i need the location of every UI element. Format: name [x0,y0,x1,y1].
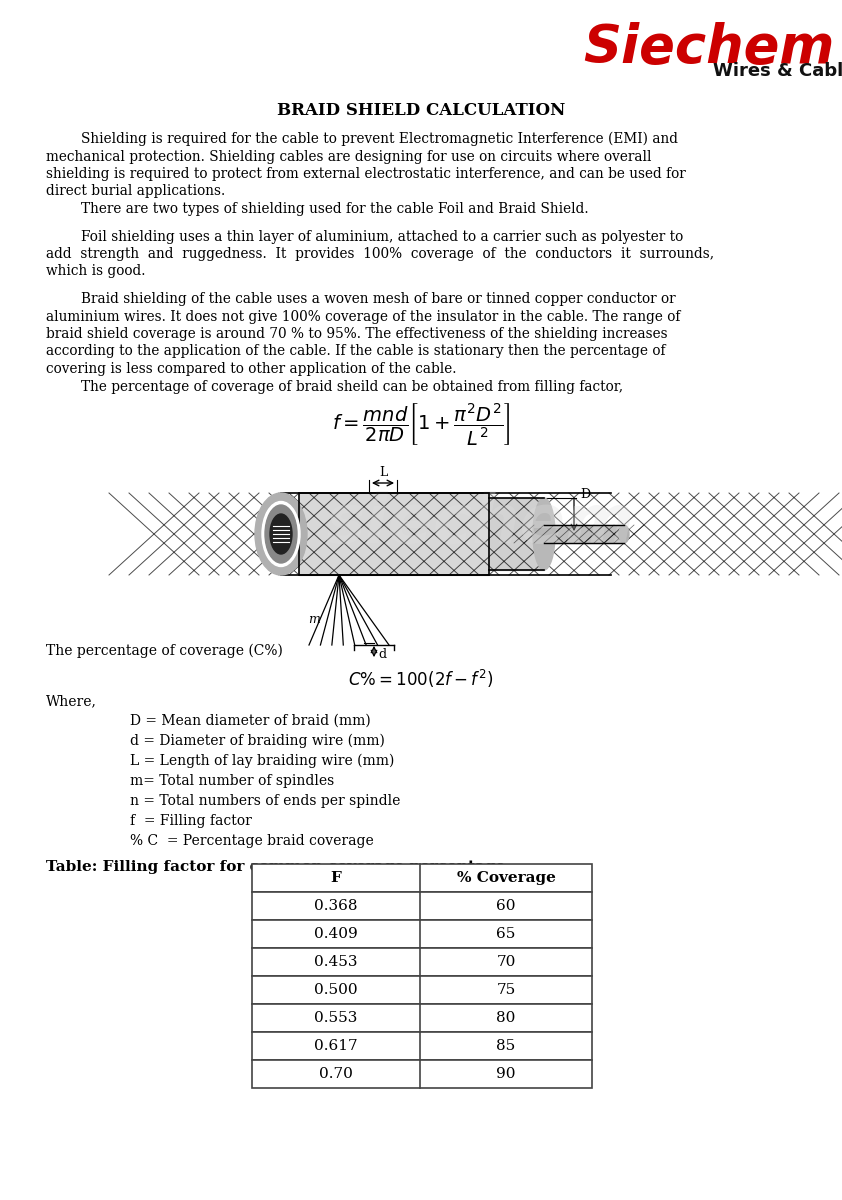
Ellipse shape [533,498,555,570]
Text: f  = Filling factor: f = Filling factor [130,814,252,828]
Text: Where,: Where, [46,694,97,708]
Text: The percentage of coverage (C%): The percentage of coverage (C%) [46,644,283,659]
Text: 90: 90 [496,1067,516,1081]
Bar [252,1004,592,1032]
Text: d = Diameter of braiding wire (mm): d = Diameter of braiding wire (mm) [130,734,385,749]
Text: 0.617: 0.617 [314,1039,358,1054]
Text: % C  = Percentage braid coverage: % C = Percentage braid coverage [130,834,374,848]
Text: L = Length of lay braiding wire (mm): L = Length of lay braiding wire (mm) [130,754,394,768]
Text: 75: 75 [497,983,515,997]
Bar [252,892,592,920]
Text: F: F [331,871,342,886]
Text: Siechem: Siechem [584,22,835,74]
Bar [252,920,592,948]
Text: d: d [378,648,386,661]
Text: covering is less compared to other application of the cable.: covering is less compared to other appli… [46,362,456,376]
Text: aluminium wires. It does not give 100% coverage of the insulator in the cable. T: aluminium wires. It does not give 100% c… [46,310,680,324]
Text: Braid shielding of the cable uses a woven mesh of bare or tinned copper conducto: Braid shielding of the cable uses a wove… [46,292,675,306]
Text: Table: Filling factor for common coverage percentage: Table: Filling factor for common coverag… [46,860,505,874]
Bar [489,498,544,570]
Bar [252,976,592,1004]
Text: % Coverage: % Coverage [456,871,556,886]
Text: 0.368: 0.368 [314,899,358,913]
Text: m: m [308,613,320,626]
Bar [252,1060,592,1088]
Text: $C\% = 100(2f - f^2)$: $C\% = 100(2f - f^2)$ [349,668,493,690]
Bar [544,526,624,542]
Text: 0.500: 0.500 [314,983,358,997]
Text: 0.553: 0.553 [314,1010,358,1025]
Text: shielding is required to protect from external electrostatic interference, and c: shielding is required to protect from ex… [46,167,685,181]
Text: 0.409: 0.409 [314,926,358,941]
Ellipse shape [270,514,292,554]
Bar [252,1032,592,1060]
Text: Shielding is required for the cable to prevent Electromagnetic Interference (EMI: Shielding is required for the cable to p… [46,132,678,146]
Text: siechem: siechem [325,491,635,557]
Text: D: D [580,487,590,500]
Text: L: L [379,466,387,479]
Text: BRAID SHIELD CALCULATION: BRAID SHIELD CALCULATION [277,102,565,119]
Text: which is good.: which is good. [46,264,146,278]
Text: The percentage of coverage of braid sheild can be obtained from filling factor,: The percentage of coverage of braid shei… [46,379,623,394]
Bar [299,493,489,575]
Text: 0.70: 0.70 [319,1067,353,1081]
Ellipse shape [255,493,307,575]
Text: 0.453: 0.453 [314,955,358,970]
Text: There are two types of shielding used for the cable Foil and Braid Shield.: There are two types of shielding used fo… [46,202,589,216]
Ellipse shape [262,502,300,566]
Text: $f = \dfrac{mnd}{2\pi D}\left[1+\dfrac{\pi^2 D^2}{L^2}\right]$: $f = \dfrac{mnd}{2\pi D}\left[1+\dfrac{\… [332,401,510,446]
Text: m= Total number of spindles: m= Total number of spindles [130,774,334,788]
Bar [252,948,592,976]
Ellipse shape [265,505,297,563]
Text: add  strength  and  ruggedness.  It  provides  100%  coverage  of  the  conducto: add strength and ruggedness. It provides… [46,247,714,260]
Text: 80: 80 [496,1010,515,1025]
Text: direct burial applications.: direct burial applications. [46,185,226,198]
Text: 65: 65 [496,926,515,941]
Bar [252,864,592,892]
Text: according to the application of the cable. If the cable is stationary then the p: according to the application of the cabl… [46,344,665,359]
Text: D = Mean diameter of braid (mm): D = Mean diameter of braid (mm) [130,714,370,728]
Text: n = Total numbers of ends per spindle: n = Total numbers of ends per spindle [130,794,401,808]
Text: 85: 85 [497,1039,515,1054]
Text: Foil shielding uses a thin layer of aluminium, attached to a carrier such as pol: Foil shielding uses a thin layer of alum… [46,229,683,244]
Text: braid shield coverage is around 70 % to 95%. The effectiveness of the shielding : braid shield coverage is around 70 % to … [46,326,668,341]
Text: 70: 70 [496,955,515,970]
Ellipse shape [619,526,629,542]
Bar [299,493,489,575]
Text: mechanical protection. Shielding cables are designing for use on circuits where : mechanical protection. Shielding cables … [46,150,652,163]
Text: Wires & Cables: Wires & Cables [713,62,842,80]
Text: 60: 60 [496,899,516,913]
